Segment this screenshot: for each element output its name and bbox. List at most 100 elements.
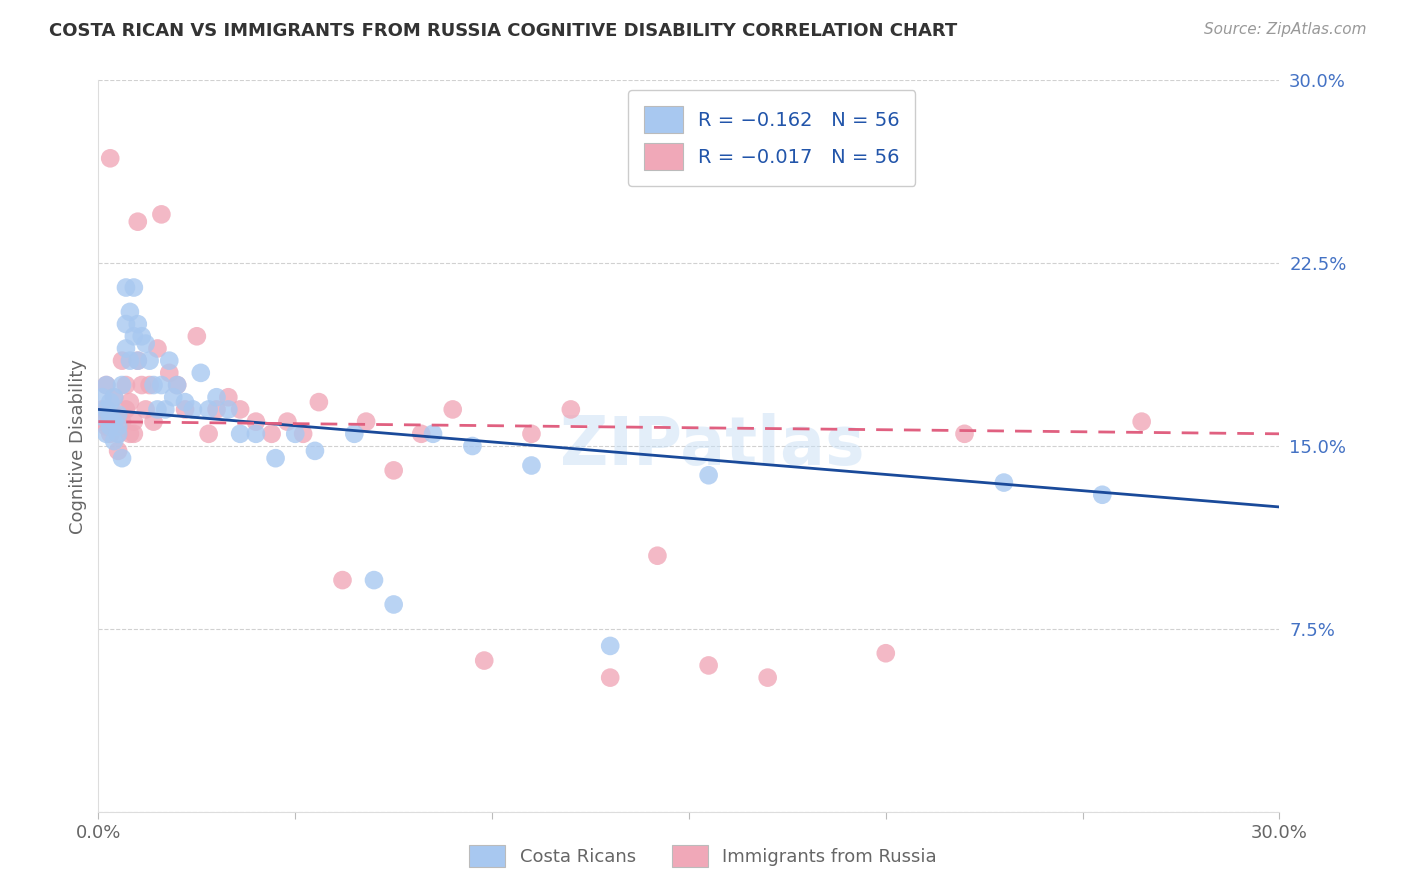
Point — [441, 402, 464, 417]
Point — [98, 409, 121, 424]
Point — [276, 415, 298, 429]
Point — [245, 426, 267, 441]
Point — [205, 390, 228, 404]
Point — [229, 426, 252, 441]
Point — [146, 402, 169, 417]
Point — [127, 353, 149, 368]
Point — [122, 280, 145, 294]
Point — [217, 402, 239, 417]
Point — [96, 419, 118, 434]
Legend: R = −0.162   N = 56, R = −0.017   N = 56: R = −0.162 N = 56, R = −0.017 N = 56 — [628, 90, 915, 186]
Point — [647, 549, 669, 563]
Point — [98, 426, 121, 441]
Point — [186, 329, 208, 343]
Legend: Costa Ricans, Immigrants from Russia: Costa Ricans, Immigrants from Russia — [461, 838, 945, 874]
Point — [953, 426, 976, 441]
Point — [98, 395, 121, 409]
Point — [284, 426, 307, 441]
Point — [461, 439, 484, 453]
Point — [304, 443, 326, 458]
Point — [138, 378, 160, 392]
Point — [122, 329, 145, 343]
Point — [107, 407, 129, 421]
Point — [697, 468, 720, 483]
Point — [122, 426, 145, 441]
Point — [135, 402, 157, 417]
Point — [107, 443, 129, 458]
Point — [131, 329, 153, 343]
Point — [98, 419, 121, 434]
Point — [103, 390, 125, 404]
Point — [111, 451, 134, 466]
Text: ZIPatlas: ZIPatlas — [560, 413, 865, 479]
Point — [875, 646, 897, 660]
Point — [142, 378, 165, 392]
Point — [115, 378, 138, 392]
Point — [135, 336, 157, 351]
Point — [107, 419, 129, 434]
Point — [157, 366, 180, 380]
Point — [131, 378, 153, 392]
Point — [157, 353, 180, 368]
Point — [111, 353, 134, 368]
Point — [205, 402, 228, 417]
Point — [138, 353, 160, 368]
Point — [354, 415, 377, 429]
Point — [107, 426, 129, 441]
Point — [103, 434, 125, 449]
Point — [1091, 488, 1114, 502]
Point — [127, 353, 149, 368]
Point — [142, 415, 165, 429]
Point — [174, 395, 197, 409]
Point — [91, 415, 114, 429]
Point — [115, 317, 138, 331]
Point — [560, 402, 582, 417]
Point — [217, 390, 239, 404]
Point — [166, 378, 188, 392]
Point — [107, 409, 129, 424]
Point — [107, 426, 129, 441]
Point — [103, 390, 125, 404]
Point — [332, 573, 354, 587]
Text: COSTA RICAN VS IMMIGRANTS FROM RUSSIA COGNITIVE DISABILITY CORRELATION CHART: COSTA RICAN VS IMMIGRANTS FROM RUSSIA CO… — [49, 22, 957, 40]
Point — [264, 451, 287, 466]
Point — [118, 305, 141, 319]
Point — [422, 426, 444, 441]
Point — [260, 426, 283, 441]
Point — [520, 426, 543, 441]
Point — [150, 378, 173, 392]
Point — [292, 426, 315, 441]
Point — [96, 426, 118, 441]
Point — [308, 395, 330, 409]
Point — [756, 671, 779, 685]
Text: Source: ZipAtlas.com: Source: ZipAtlas.com — [1204, 22, 1367, 37]
Point — [411, 426, 433, 441]
Point — [91, 390, 114, 404]
Point — [382, 598, 405, 612]
Point — [118, 426, 141, 441]
Point — [599, 639, 621, 653]
Point — [118, 395, 141, 409]
Point — [363, 573, 385, 587]
Point — [162, 390, 184, 404]
Point — [127, 317, 149, 331]
Y-axis label: Cognitive Disability: Cognitive Disability — [69, 359, 87, 533]
Point — [166, 378, 188, 392]
Point — [91, 409, 114, 424]
Point — [697, 658, 720, 673]
Point — [245, 415, 267, 429]
Point — [115, 280, 138, 294]
Point — [91, 402, 114, 417]
Point — [111, 378, 134, 392]
Point — [181, 402, 204, 417]
Point — [472, 654, 495, 668]
Point — [127, 215, 149, 229]
Point — [96, 378, 118, 392]
Point — [98, 151, 121, 165]
Point — [115, 402, 138, 417]
Point — [115, 342, 138, 356]
Point — [96, 402, 118, 417]
Point — [1130, 415, 1153, 429]
Point — [111, 415, 134, 429]
Point — [96, 378, 118, 392]
